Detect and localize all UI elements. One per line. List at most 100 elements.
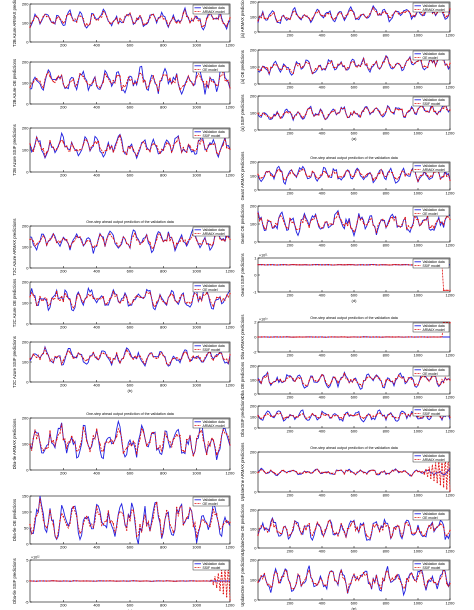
model-point xyxy=(321,336,323,338)
x-tick-label: 600 xyxy=(127,471,134,476)
model-point xyxy=(152,75,155,77)
model-point xyxy=(225,80,228,82)
x-tick-label: 800 xyxy=(383,293,390,298)
model-point xyxy=(119,17,121,20)
y-axis-label: Dba OE predictions xyxy=(240,362,245,398)
model-point xyxy=(89,240,91,243)
y-tick-label: 100 xyxy=(250,111,257,116)
model-point xyxy=(394,108,397,110)
model-point xyxy=(99,443,101,445)
model-point xyxy=(172,16,175,19)
model-point xyxy=(289,375,291,378)
model-point xyxy=(433,581,435,584)
x-tick-label: 1200 xyxy=(446,429,456,434)
model-point xyxy=(369,112,371,115)
model-point xyxy=(260,469,262,471)
model-point xyxy=(327,114,330,116)
model-point xyxy=(282,15,285,17)
model-point xyxy=(343,336,346,338)
model-point xyxy=(318,470,320,472)
x-tick-label: 800 xyxy=(383,191,390,196)
model-point xyxy=(266,171,269,173)
x-tick-label: 400 xyxy=(319,549,326,554)
panel-caption: (e) xyxy=(352,606,358,610)
model-point xyxy=(72,19,75,22)
model-point xyxy=(65,447,68,449)
model-point xyxy=(340,176,342,178)
model-point xyxy=(420,60,422,62)
model-point xyxy=(366,107,368,109)
model-point xyxy=(308,569,310,572)
model-point xyxy=(192,525,195,528)
model-point xyxy=(263,573,266,575)
x-tick-label: 600 xyxy=(351,601,358,606)
x-tick-label: 1000 xyxy=(414,33,424,38)
model-point xyxy=(362,336,365,338)
model-point xyxy=(324,336,326,338)
model-point xyxy=(298,112,301,115)
model-point xyxy=(279,170,282,172)
model-point xyxy=(414,532,416,534)
model-point xyxy=(372,7,374,9)
x-tick-label: 800 xyxy=(160,173,167,178)
x-tick-label: 400 xyxy=(319,33,326,38)
model-point xyxy=(327,576,330,579)
model-point xyxy=(289,172,291,175)
x-tick-label: 200 xyxy=(60,43,67,48)
model-point xyxy=(175,506,178,509)
x-tick-label: 800 xyxy=(160,383,167,388)
model-point xyxy=(340,569,342,572)
legend-entry-validation: Validation data xyxy=(423,454,445,458)
model-point xyxy=(372,469,374,472)
model-point xyxy=(102,152,105,154)
model-point xyxy=(449,379,451,381)
model-point xyxy=(139,14,141,17)
model-point xyxy=(69,299,71,301)
model-point xyxy=(59,299,61,302)
y-tick-label: 100 xyxy=(250,378,257,383)
model-point xyxy=(289,582,291,585)
model-point xyxy=(391,264,394,266)
model-point xyxy=(169,294,171,297)
model-point xyxy=(321,227,323,229)
model-point xyxy=(295,336,298,338)
model-point xyxy=(423,336,426,338)
x-tick-label: 400 xyxy=(319,191,326,196)
model-point xyxy=(105,239,108,241)
model-point xyxy=(398,13,400,15)
x-tick-label: 400 xyxy=(319,293,326,298)
model-point xyxy=(257,264,259,266)
model-point xyxy=(152,143,155,145)
model-point xyxy=(423,375,426,378)
model-point xyxy=(79,236,81,238)
model-point xyxy=(270,336,272,338)
model-point xyxy=(149,292,151,294)
model-point xyxy=(49,430,51,432)
model-point xyxy=(149,352,151,355)
model-point xyxy=(410,413,413,415)
model-point xyxy=(350,336,352,338)
model-point xyxy=(346,13,349,16)
model-point xyxy=(327,13,330,15)
model-point xyxy=(321,264,323,266)
model-point xyxy=(433,479,435,482)
model-point xyxy=(302,264,304,266)
model-point xyxy=(340,264,342,266)
model-point xyxy=(202,240,205,242)
model-point xyxy=(179,506,181,509)
model-point xyxy=(189,21,191,24)
model-point xyxy=(343,174,346,176)
model-point xyxy=(49,303,51,306)
model-point xyxy=(407,59,410,61)
model-point xyxy=(172,241,175,244)
model-point xyxy=(225,25,228,27)
model-point xyxy=(346,264,349,266)
model-point xyxy=(398,374,400,376)
model-point xyxy=(439,109,442,112)
model-point xyxy=(162,149,165,151)
y-tick-label: 100 xyxy=(250,15,257,20)
model-point xyxy=(398,471,400,473)
x-tick-label: 800 xyxy=(160,325,167,330)
model-point xyxy=(404,216,406,219)
model-point xyxy=(401,412,403,415)
